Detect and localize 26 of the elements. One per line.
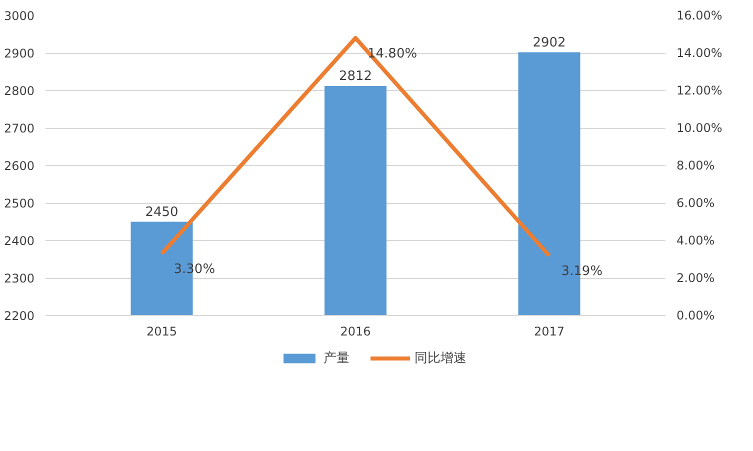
data-label: 2812 — [338, 69, 372, 84]
data-label: 2450 — [145, 204, 178, 220]
y2-tick-label: 12.00% — [676, 84, 722, 98]
y-tick-label: 2900 — [4, 46, 35, 60]
y-tick-label: 3000 — [4, 9, 35, 23]
y2-tick-label: 16.00% — [676, 8, 722, 22]
y-tick-label: 2600 — [4, 159, 35, 173]
x-tick-label: 2017 — [534, 324, 565, 338]
x-tick-label: 2015 — [146, 324, 178, 338]
y-tick-label: 2700 — [4, 122, 35, 136]
legend-label: 产量 — [324, 350, 350, 367]
y-tick-label: 2200 — [4, 309, 35, 323]
y2-tick-label: 6.00% — [676, 196, 715, 210]
x-tick-label: 2016 — [340, 324, 371, 338]
y2-tick-label: 10.00% — [676, 121, 722, 135]
y-tick-label: 2400 — [4, 234, 35, 248]
y2-tick-label: 14.00% — [676, 46, 722, 60]
y2-tick-label: 4.00% — [676, 234, 715, 248]
y-tick-label: 2300 — [4, 272, 35, 286]
y2-tick-label: 0.00% — [676, 308, 715, 322]
y-tick-label: 2800 — [4, 84, 35, 98]
y2-tick-label: 8.00% — [676, 158, 715, 172]
y-tick-label: 2500 — [4, 196, 35, 210]
y2-tick-label: 2.00% — [676, 271, 715, 285]
legend-label: 同比增速 — [414, 350, 466, 367]
data-label: 2902 — [532, 35, 566, 50]
